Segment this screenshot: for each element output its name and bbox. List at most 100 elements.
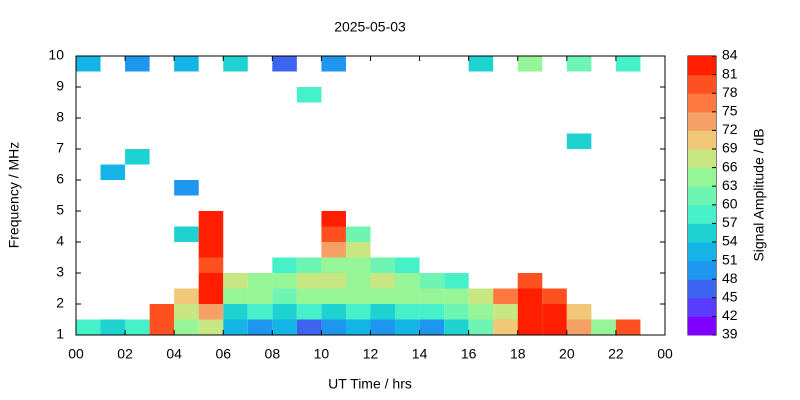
x-tick-label: 20 bbox=[559, 346, 575, 362]
colorbar-tick-label: 51 bbox=[722, 251, 738, 267]
colorbar-tick-label: 45 bbox=[722, 289, 738, 305]
colorbar-tick-label: 63 bbox=[722, 177, 738, 193]
heatmap-cell bbox=[100, 319, 126, 335]
heatmap-cell bbox=[566, 133, 592, 149]
heatmap-cell bbox=[296, 319, 322, 335]
colorbar-band bbox=[688, 56, 716, 76]
heatmap-cell bbox=[419, 304, 445, 320]
heatmap-cell bbox=[370, 273, 396, 289]
heatmap-cell bbox=[296, 87, 322, 103]
heatmap-cell bbox=[345, 257, 371, 273]
colorbar-tick-label: 42 bbox=[722, 307, 738, 323]
heatmap-cell bbox=[370, 304, 396, 320]
heatmap-cell bbox=[444, 319, 469, 335]
x-tick-label: 12 bbox=[363, 346, 379, 362]
heatmap-cell bbox=[272, 56, 297, 72]
colorbar-band bbox=[688, 74, 716, 94]
heatmap-cell bbox=[272, 257, 297, 273]
heatmap-cell bbox=[566, 56, 592, 72]
x-tick-label: 08 bbox=[265, 346, 281, 362]
heatmap-cell bbox=[296, 304, 322, 320]
heatmap-cell bbox=[198, 226, 224, 242]
heatmap-cell bbox=[493, 288, 518, 304]
heatmap-cell bbox=[198, 319, 224, 335]
x-tick-label: 18 bbox=[510, 346, 526, 362]
chart-title: 2025-05-03 bbox=[334, 19, 406, 35]
heatmap-cell bbox=[370, 257, 396, 273]
heatmap-cell bbox=[198, 242, 224, 258]
colorbar-tick-label: 54 bbox=[722, 233, 738, 249]
heatmap-cell bbox=[296, 288, 322, 304]
heatmap-cell bbox=[198, 288, 224, 304]
colorbar-band bbox=[688, 93, 716, 113]
heatmap-cell bbox=[223, 319, 248, 335]
heatmap-cell bbox=[272, 288, 297, 304]
heatmap-cell bbox=[370, 319, 396, 335]
heatmap-cell bbox=[468, 319, 494, 335]
x-tick-label: 00 bbox=[657, 346, 673, 362]
y-axis-label: Frequency / MHz bbox=[6, 142, 22, 249]
heatmap-cell bbox=[76, 319, 101, 335]
heatmap-cell bbox=[247, 273, 273, 289]
y-tick-label: 8 bbox=[56, 109, 64, 125]
heatmap-cell bbox=[345, 304, 371, 320]
colorbar-band bbox=[688, 130, 716, 150]
heatmap-cell bbox=[321, 288, 346, 304]
heatmap-cell bbox=[395, 288, 420, 304]
x-tick-label: 16 bbox=[461, 346, 477, 362]
y-tick-label: 7 bbox=[56, 140, 64, 156]
heatmap-cell bbox=[149, 304, 175, 320]
heatmap-cell bbox=[296, 273, 322, 289]
y-tick-label: 3 bbox=[56, 264, 64, 280]
heatmap-cell bbox=[223, 304, 248, 320]
heatmap-cell bbox=[321, 226, 346, 242]
heatmap-cell bbox=[296, 257, 322, 273]
heatmap-cell bbox=[321, 56, 346, 72]
heatmap-cell bbox=[223, 273, 248, 289]
x-tick-label: 10 bbox=[314, 346, 330, 362]
colorbar-band bbox=[688, 279, 716, 299]
heatmap-cell bbox=[345, 319, 371, 335]
heatmap-cell bbox=[345, 226, 371, 242]
colorbar-band bbox=[688, 186, 716, 206]
colorbar-label: Signal Amplitude / dB bbox=[751, 128, 767, 261]
colorbar-tick-label: 69 bbox=[722, 140, 738, 156]
heatmap-cell bbox=[395, 304, 420, 320]
heatmap-cell bbox=[542, 319, 567, 335]
colorbar-band bbox=[688, 260, 716, 280]
heatmap-cell bbox=[345, 288, 371, 304]
colorbar-band bbox=[688, 111, 716, 131]
heatmap-cell bbox=[419, 288, 445, 304]
heatmap-cell bbox=[321, 304, 346, 320]
heatmap-cell bbox=[198, 211, 224, 227]
y-tick-label: 2 bbox=[56, 295, 64, 311]
y-tick-label: 6 bbox=[56, 171, 64, 187]
heatmap-cell bbox=[517, 56, 543, 72]
colorbar-band bbox=[688, 167, 716, 187]
heatmap-cell bbox=[419, 319, 445, 335]
colorbar-tick-label: 57 bbox=[722, 214, 738, 230]
x-tick-label: 14 bbox=[412, 346, 428, 362]
heatmap-cell bbox=[517, 304, 543, 320]
y-tick-label: 4 bbox=[56, 233, 64, 249]
heatmap-cell bbox=[321, 273, 346, 289]
heatmap-cell bbox=[542, 288, 567, 304]
colorbar-band bbox=[688, 223, 716, 243]
y-tick-label: 9 bbox=[56, 78, 64, 94]
colorbar-tick-label: 81 bbox=[722, 65, 738, 81]
colorbar-band bbox=[688, 297, 716, 317]
heatmap-cell bbox=[174, 180, 199, 196]
heatmap-cell bbox=[174, 56, 199, 72]
heatmap-cell bbox=[272, 319, 297, 335]
colorbar-tick-label: 48 bbox=[722, 270, 738, 286]
heatmap-cell bbox=[566, 304, 592, 320]
heatmap-cell bbox=[395, 319, 420, 335]
heatmap-cell bbox=[517, 319, 543, 335]
heatmap-cell bbox=[419, 273, 445, 289]
heatmap-cell bbox=[468, 56, 494, 72]
heatmap-cell bbox=[468, 304, 494, 320]
heatmap-cell bbox=[100, 164, 126, 180]
colorbar-tick-label: 66 bbox=[722, 158, 738, 174]
heatmap-cell bbox=[591, 319, 616, 335]
